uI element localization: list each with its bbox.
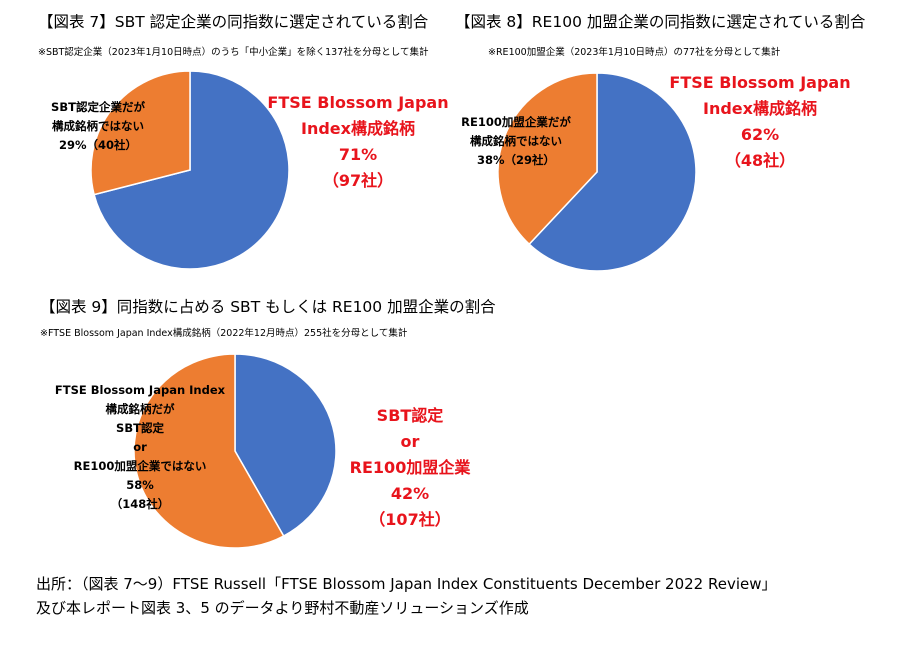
- chart-title: 【図表 8】RE100 加盟企業の同指数に選定されている割合: [455, 13, 866, 31]
- label-line: RE100加盟企業ではない: [73, 459, 207, 473]
- label-line: FTSE Blossom Japan: [669, 73, 851, 92]
- pie-chart: [497, 72, 697, 272]
- label-line: Index構成銘柄: [703, 99, 817, 118]
- pie-slice-1: [133, 353, 285, 549]
- label-line: SBT認定: [116, 421, 164, 435]
- label-line: or: [133, 440, 147, 454]
- label-not-constituent: FTSE Blossom Japan Index 構成銘柄だが SBT認定 or…: [40, 381, 240, 514]
- source-note: 出所：（図表 7〜9）FTSE Russell「FTSE Blossom Jap…: [36, 572, 777, 620]
- label-line: 38%（29社）: [476, 153, 556, 167]
- label-line: 71%: [338, 145, 378, 164]
- pie-slice-0: [528, 72, 697, 272]
- label-line: 58%: [126, 478, 154, 492]
- label-constituent: FTSE Blossom Japan Index構成銘柄 62% （48社）: [660, 70, 860, 174]
- chart-note: ※FTSE Blossom Japan Index構成銘柄（2022年12月時点…: [40, 328, 408, 339]
- label-line: 構成銘柄だが: [105, 402, 175, 416]
- pie-slice-1: [90, 70, 191, 196]
- label-line: 62%: [740, 125, 780, 144]
- chart-title: 【図表 9】同指数に占める SBT もしくは RE100 加盟企業の割合: [40, 298, 496, 316]
- chart-title: 【図表 7】SBT 認定企業の同指数に選定されている割合: [38, 13, 429, 31]
- label-line: （148社）: [110, 497, 170, 511]
- label-constituent: FTSE Blossom Japan Index構成銘柄 71% （97社）: [258, 90, 458, 194]
- label-line: RE100加盟企業: [349, 458, 471, 477]
- label-line: 29%（40社）: [58, 138, 138, 152]
- label-line: FTSE Blossom Japan: [267, 93, 449, 112]
- chart-note: ※RE100加盟企業（2023年1月10日時点）の77社を分母として集計: [488, 47, 781, 58]
- label-line: FTSE Blossom Japan Index: [54, 383, 226, 397]
- label-line: SBT認定: [376, 406, 444, 425]
- label-line: or: [400, 432, 420, 451]
- label-line: （107社）: [369, 510, 451, 529]
- source-line: 出所：（図表 7〜9）FTSE Russell「FTSE Blossom Jap…: [36, 575, 777, 593]
- label-not-constituent: RE100加盟企業だが 構成銘柄ではない 38%（29社）: [446, 113, 586, 170]
- label-line: （97社）: [322, 171, 394, 190]
- pie-chart: [133, 353, 337, 549]
- chart-note: ※SBT認定企業（2023年1月10日時点）のうち「中小企業」を除く137社を分…: [38, 47, 429, 58]
- label-line: 42%: [390, 484, 430, 503]
- source-line: 及び本レポート図表 3、5 のデータより野村不動産ソリューションズ作成: [36, 599, 529, 617]
- label-line: 構成銘柄ではない: [52, 119, 144, 133]
- pie-slice-0: [234, 353, 337, 538]
- label-line: SBT認定企業だが: [51, 100, 145, 114]
- label-sbt-or-re100: SBT認定 or RE100加盟企業 42% （107社）: [330, 403, 490, 533]
- pie-slice-0: [93, 70, 290, 270]
- pie-slice-1: [497, 72, 598, 246]
- label-line: 構成銘柄ではない: [470, 134, 562, 148]
- pie-chart: [90, 70, 290, 270]
- label-line: RE100加盟企業だが: [461, 115, 571, 129]
- label-not-constituent: SBT認定企業だが 構成銘柄ではない 29%（40社）: [28, 98, 168, 155]
- label-line: （48社）: [724, 151, 796, 170]
- label-line: Index構成銘柄: [301, 119, 415, 138]
